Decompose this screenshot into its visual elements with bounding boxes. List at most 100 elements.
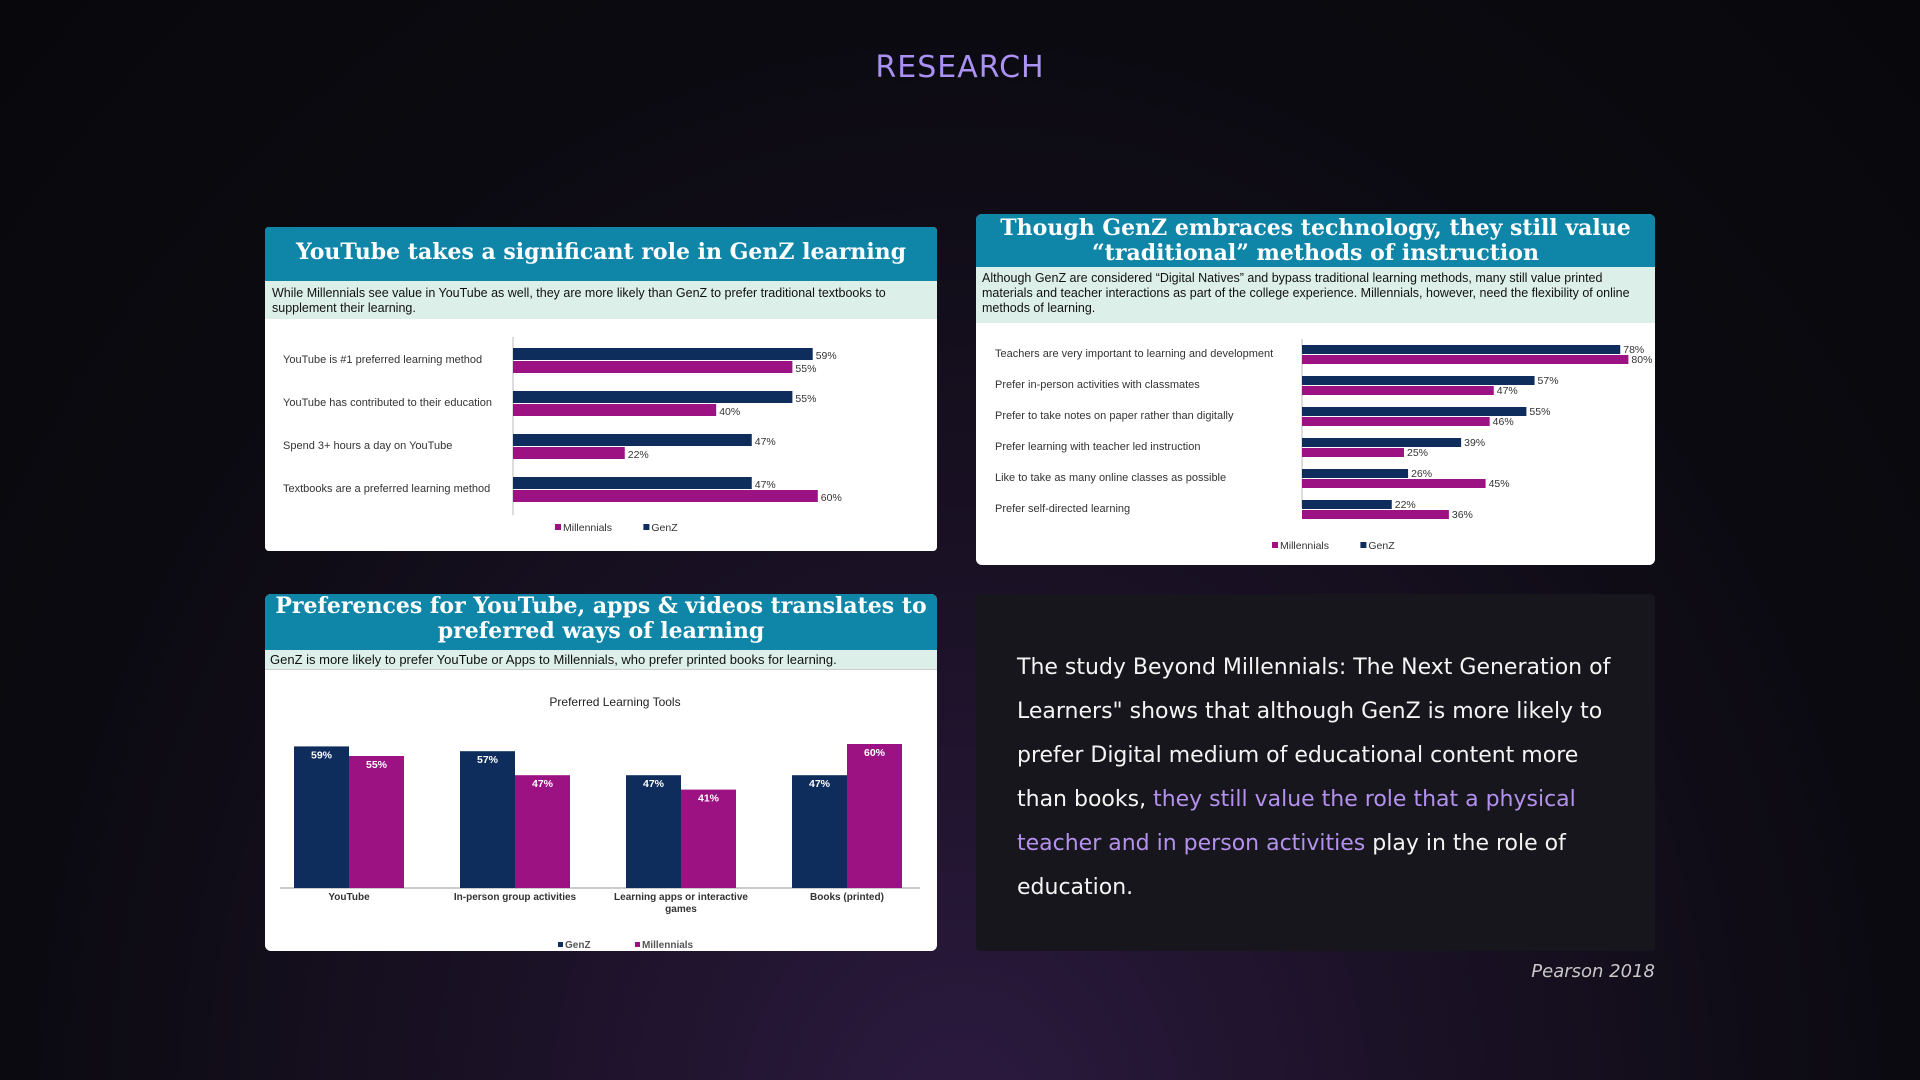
card-subtitle: While Millennials see value in YouTube a…: [265, 281, 937, 319]
bar-genz: [792, 775, 847, 888]
data-label: 46%: [1493, 416, 1514, 428]
bar-genz: [626, 775, 681, 888]
category-label: YouTube has contributed to their educati…: [283, 397, 492, 409]
data-label: 47%: [755, 479, 776, 491]
data-label: 47%: [1497, 385, 1518, 397]
category-label: Books (printed): [810, 892, 884, 903]
data-label: 39%: [1464, 437, 1485, 449]
legend-swatch: [643, 524, 650, 530]
bar-millennials: [1302, 417, 1490, 426]
summary-text: The study Beyond Millennials: The Next G…: [1017, 646, 1627, 910]
data-label: 55%: [795, 363, 816, 375]
summary-text-part2: play in the role of education.: [1017, 831, 1566, 900]
page-title: RESEARCH: [0, 50, 1920, 85]
chart-title: Preferred Learning Tools: [549, 695, 680, 709]
category-label: Like to take as many online classes as p…: [995, 472, 1226, 484]
bar-millennials: [1302, 510, 1449, 519]
bar-genz: [294, 746, 349, 888]
card-title: Though GenZ embraces technology, they st…: [976, 214, 1655, 267]
data-label: 55%: [1529, 406, 1550, 418]
category-label: Prefer learning with teacher led instruc…: [995, 441, 1200, 453]
category-label: In-person group activities: [454, 892, 577, 903]
data-label: 80%: [1631, 354, 1652, 366]
data-label: 59%: [816, 350, 837, 362]
card-subtitle: Although GenZ are considered “Digital Na…: [976, 267, 1655, 323]
bar-millennials: [513, 361, 793, 373]
data-label: 22%: [628, 449, 649, 461]
bar-millennials: [349, 756, 404, 888]
bar-genz: [1302, 500, 1392, 509]
legend-label: Millennials: [642, 940, 694, 951]
bar-millennials: [847, 744, 902, 888]
data-label: 25%: [1407, 447, 1428, 459]
legend-swatch: [1272, 542, 1278, 548]
category-label: Prefer self-directed learning: [995, 503, 1130, 515]
category-label: YouTube is #1 preferred learning method: [283, 354, 482, 366]
bar-genz: [1302, 345, 1621, 354]
card-title: Preferences for YouTube, apps & videos t…: [265, 594, 937, 650]
card-title: YouTube takes a significant role in GenZ…: [265, 227, 937, 281]
traditional-methods-chart-card: Though GenZ embraces technology, they st…: [976, 214, 1655, 565]
bar-millennials: [681, 789, 736, 888]
summary-text-part1: The study Beyond Millennials: The Next G…: [1017, 655, 1611, 812]
category-label: Teachers are very important to learning …: [995, 348, 1273, 360]
legend-swatch: [1360, 542, 1367, 548]
bar-millennials: [513, 490, 818, 502]
bar-millennials: [515, 775, 570, 888]
legend-label: Millennials: [1280, 540, 1329, 552]
bar-genz: [1302, 376, 1535, 385]
category-label: Textbooks are a preferred learning metho…: [283, 483, 490, 495]
legend-swatch: [558, 942, 563, 947]
bar-genz: [1302, 407, 1527, 416]
legend-label: GenZ: [565, 940, 591, 951]
bar-genz: [513, 434, 752, 446]
bar-millennials: [513, 404, 717, 416]
data-label: 47%: [532, 778, 554, 790]
data-label: 26%: [1411, 468, 1432, 480]
data-label: 60%: [864, 747, 886, 759]
learning-tools-chart-card: Preferences for YouTube, apps & videos t…: [265, 594, 937, 951]
bar-millennials: [513, 447, 625, 459]
legend-label: Millennials: [563, 522, 612, 534]
learning-tools-column-chart: Preferred Learning Tools 59% 55% YouTube 57%…: [280, 695, 920, 951]
card-subtitle: GenZ is more likely to prefer YouTube or…: [265, 650, 937, 670]
category-label: Prefer to take notes on paper rather tha…: [995, 410, 1234, 422]
bar-genz: [1302, 438, 1462, 447]
data-label: 22%: [1395, 499, 1416, 511]
youtube-role-bar-chart: YouTube is #1 preferred learning method 5…: [283, 337, 842, 534]
data-label: 47%: [755, 436, 776, 448]
summary-panel: The study Beyond Millennials: The Next G…: [976, 594, 1655, 951]
bar-millennials: [1302, 479, 1486, 488]
data-label: 45%: [1489, 478, 1510, 490]
summary-highlight: they still value the role that a physica…: [1017, 787, 1576, 856]
data-label: 41%: [698, 793, 720, 805]
bar-millennials: [1302, 355, 1629, 364]
data-label: 57%: [477, 754, 499, 766]
data-label: 57%: [1538, 375, 1559, 387]
category-label: Learning apps or interactive games: [614, 892, 748, 915]
youtube-role-chart-card: YouTube takes a significant role in GenZ…: [265, 227, 937, 551]
bar-genz: [1302, 469, 1409, 478]
data-label: 55%: [795, 393, 816, 405]
legend-swatch: [635, 942, 640, 947]
data-label: 36%: [1452, 509, 1473, 521]
citation: Pearson 2018: [1531, 961, 1655, 982]
bar-genz: [513, 391, 793, 403]
category-label: Prefer in-person activities with classma…: [995, 379, 1200, 391]
category-label: Spend 3+ hours a day on YouTube: [283, 440, 452, 452]
bar-millennials: [1302, 386, 1494, 395]
category-label: YouTube: [328, 892, 370, 903]
data-label: 59%: [311, 749, 333, 761]
data-label: 55%: [366, 759, 388, 771]
data-label: 47%: [809, 778, 831, 790]
data-label: 47%: [643, 778, 665, 790]
bar-genz: [513, 477, 752, 489]
bar-millennials: [1302, 448, 1404, 457]
legend-swatch: [555, 524, 561, 530]
legend-label: GenZ: [651, 522, 678, 534]
bar-genz: [460, 751, 515, 888]
data-label: 78%: [1623, 344, 1644, 356]
bar-genz: [513, 348, 813, 360]
data-label: 40%: [719, 406, 740, 418]
legend-label: GenZ: [1368, 540, 1395, 552]
